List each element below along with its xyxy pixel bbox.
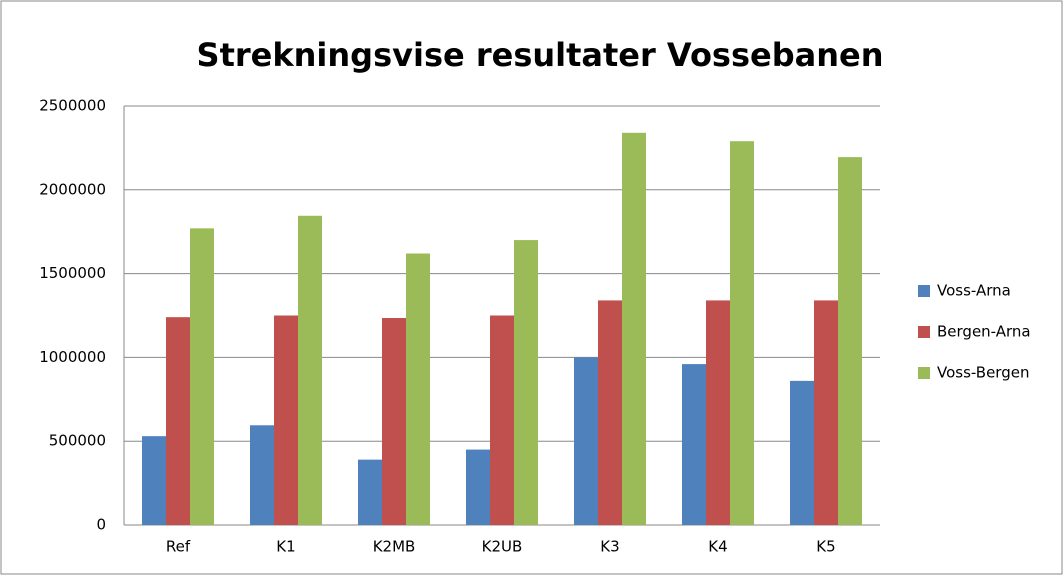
legend-label: Bergen-Arna <box>937 323 1031 341</box>
x-tick-label: K2UB <box>482 538 523 556</box>
bar <box>514 240 538 525</box>
bar <box>382 318 406 525</box>
x-tick-label: K1 <box>276 538 295 556</box>
bar <box>622 132 646 526</box>
bar <box>838 157 862 526</box>
bar <box>574 357 598 525</box>
bar <box>790 380 814 525</box>
y-tick-label: 1500000 <box>39 264 106 282</box>
bar <box>166 317 190 525</box>
legend-swatch <box>918 326 930 338</box>
x-tick-label: K2MB <box>373 538 416 556</box>
bar <box>706 300 730 525</box>
bar <box>190 228 214 525</box>
bar <box>598 300 622 525</box>
bar <box>490 315 514 525</box>
legend-swatch <box>918 285 930 297</box>
bar <box>298 215 322 525</box>
x-tick-label: K5 <box>816 538 835 556</box>
bar <box>682 364 706 525</box>
bar <box>730 141 754 526</box>
bar <box>142 436 166 525</box>
legend-label: Voss-Arna <box>937 282 1011 300</box>
chart-title: Strekningsvise resultater Vossebanen <box>197 36 884 74</box>
y-tick-label: 2500000 <box>39 97 106 115</box>
bar <box>466 449 490 525</box>
y-tick-label: 1000000 <box>39 348 106 366</box>
x-tick-label: Ref <box>166 538 191 556</box>
bar <box>814 300 838 525</box>
bar <box>274 315 298 525</box>
legend-label: Voss-Bergen <box>937 364 1029 382</box>
x-tick-label: K4 <box>708 538 727 556</box>
bar <box>250 425 274 525</box>
y-tick-label: 2000000 <box>39 180 106 198</box>
bar <box>406 253 430 525</box>
x-tick-label: K3 <box>600 538 619 556</box>
bar <box>358 459 382 525</box>
y-tick-label: 0 <box>96 516 106 534</box>
legend-swatch <box>918 367 930 379</box>
y-tick-label: 500000 <box>49 432 106 450</box>
